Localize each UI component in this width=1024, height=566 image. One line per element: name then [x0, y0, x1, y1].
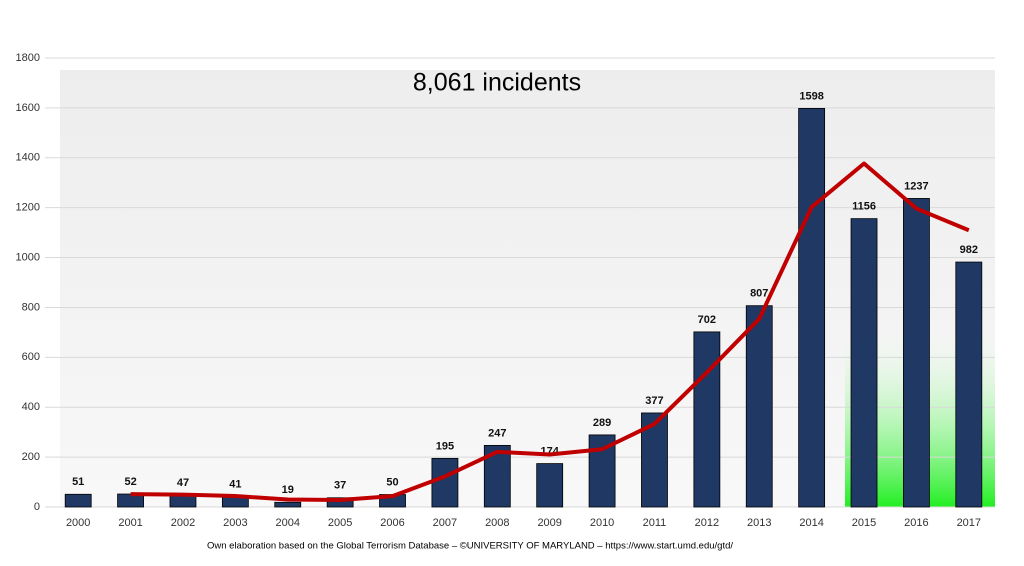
x-tick-label: 2016: [904, 517, 928, 529]
data-label: 52: [124, 476, 136, 488]
y-tick-label: 200: [22, 451, 40, 463]
bar: [274, 501, 302, 508]
bar: [64, 493, 92, 508]
y-tick-label: 800: [22, 301, 40, 313]
data-label: 702: [698, 314, 716, 326]
x-tick-label: 2000: [66, 517, 90, 529]
data-label: 807: [750, 288, 768, 300]
bar: [536, 463, 564, 508]
y-tick-label: 600: [22, 351, 40, 363]
x-tick-label: 2001: [118, 517, 142, 529]
x-tick-label: 2009: [537, 517, 561, 529]
data-label: 37: [334, 480, 346, 492]
y-tick-label: 1600: [16, 102, 40, 114]
x-tick-label: 2008: [485, 517, 509, 529]
bar: [588, 434, 616, 508]
x-tick-label: 2013: [747, 517, 771, 529]
y-tick-label: 1800: [16, 52, 40, 64]
x-tick-label: 2004: [276, 517, 300, 529]
bar: [326, 497, 354, 508]
x-tick-label: 2015: [852, 517, 876, 529]
y-tick-label: 1200: [16, 202, 40, 214]
data-label: 289: [593, 417, 611, 429]
data-label: 50: [386, 476, 398, 488]
x-tick-label: 2007: [433, 517, 457, 529]
x-tick-label: 2002: [171, 517, 195, 529]
bar: [693, 331, 721, 508]
x-tick-label: 2003: [223, 517, 247, 529]
x-tick-label: 2014: [799, 517, 823, 529]
bar: [169, 494, 197, 508]
data-label: 247: [488, 427, 506, 439]
bar: [903, 198, 930, 508]
y-tick-label: 0: [34, 501, 40, 513]
annotation: 8,061 incidents: [413, 69, 581, 97]
data-label: 47: [177, 477, 189, 489]
bar: [641, 412, 668, 508]
y-tick-label: 1000: [16, 251, 40, 263]
bar: [798, 107, 826, 508]
y-tick-label: 400: [22, 401, 40, 413]
source: Own elaboration based on the Global Terr…: [207, 541, 733, 552]
x-tick-label: 2006: [380, 517, 404, 529]
bar: [745, 305, 773, 508]
data-label: 41: [229, 479, 241, 491]
data-label: 195: [436, 440, 454, 452]
bar: [850, 218, 878, 508]
data-label: 51: [72, 476, 84, 488]
data-label: 982: [960, 244, 978, 256]
bar: [117, 493, 144, 508]
data-label: 1156: [852, 201, 876, 213]
data-label: 19: [282, 484, 294, 496]
data-label: 1598: [799, 90, 823, 102]
y-tick-label: 1400: [16, 152, 40, 164]
x-tick-label: 2005: [328, 517, 352, 529]
bar: [431, 457, 459, 508]
x-tick-label: 2010: [590, 517, 614, 529]
data-label: 1237: [904, 180, 928, 192]
bar: [955, 261, 983, 508]
trend-line: [130, 161, 970, 503]
background-image: [60, 70, 995, 507]
x-tick-label: 2017: [957, 517, 981, 529]
x-tick-label: 2011: [643, 517, 667, 529]
data-label: 377: [645, 395, 663, 407]
x-tick-label: 2012: [695, 517, 719, 529]
